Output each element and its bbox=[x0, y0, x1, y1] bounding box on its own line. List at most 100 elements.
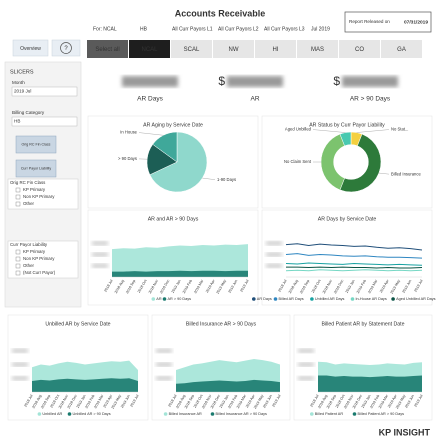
region-tab-label[interactable]: Select all bbox=[95, 47, 119, 53]
x-tick-label: 2018 Aug bbox=[31, 394, 42, 409]
x-tick-label: 2019 Jun bbox=[227, 279, 238, 294]
y-tick-blurred bbox=[266, 252, 282, 257]
kpi-label: AR bbox=[250, 96, 259, 103]
region-tab-label[interactable]: NW bbox=[229, 47, 239, 53]
month-value[interactable]: 2019 Jul bbox=[14, 89, 31, 94]
slice-label: Aged Unbilled bbox=[285, 127, 312, 132]
x-tick-label: 2018 Aug bbox=[288, 279, 299, 294]
region-tab-label[interactable]: NCAL bbox=[141, 47, 158, 53]
y-tick-blurred bbox=[266, 263, 282, 268]
region-tab-label[interactable]: CO bbox=[355, 47, 364, 53]
slicer-item[interactable]: KP Primary bbox=[23, 187, 46, 192]
y-tick-blurred bbox=[156, 376, 172, 381]
chart-title: Unbilled AR by Service Date bbox=[45, 321, 110, 327]
release-box bbox=[344, 11, 432, 33]
checkbox[interactable] bbox=[15, 201, 21, 207]
slice-label: No Claim Sent bbox=[284, 159, 312, 164]
region-tab[interactable] bbox=[171, 40, 212, 58]
x-tick-label: 2018 Dec bbox=[67, 394, 78, 409]
leader-line bbox=[202, 177, 216, 180]
overview-label[interactable]: Overview bbox=[20, 46, 41, 52]
region-tab[interactable] bbox=[381, 40, 422, 58]
x-tick-label: 2019 Jun bbox=[404, 394, 415, 409]
checkbox[interactable] bbox=[15, 256, 21, 262]
kpi-value-blurred bbox=[122, 76, 178, 87]
legend-label: Billed Insurance AR > 90 Days bbox=[216, 412, 267, 416]
legend-swatch bbox=[310, 412, 314, 416]
help-label[interactable]: ? bbox=[64, 46, 68, 52]
x-tick-label: 2019 Feb bbox=[369, 394, 380, 409]
slicer-item[interactable]: Other bbox=[23, 263, 35, 268]
chart-title: AR Aging by Service Date bbox=[143, 122, 203, 128]
x-tick-label: 2018 Nov bbox=[322, 279, 333, 294]
filter-label: For: NCAL bbox=[93, 26, 117, 32]
kpi-value-blurred bbox=[342, 76, 398, 87]
region-tab[interactable] bbox=[129, 40, 170, 58]
slicer-item[interactable]: Non KP Primary bbox=[23, 256, 55, 261]
region-tab[interactable] bbox=[339, 40, 380, 58]
slicer-label: Billing Category bbox=[12, 110, 45, 115]
legend-label: Aged Unbilled AR Days bbox=[396, 297, 436, 301]
leader-line bbox=[312, 129, 346, 133]
billing-dropdown[interactable] bbox=[11, 116, 78, 127]
y-tick-blurred bbox=[12, 362, 28, 367]
region-tab[interactable] bbox=[87, 40, 128, 58]
checkbox[interactable] bbox=[15, 263, 21, 269]
slicer-button[interactable] bbox=[15, 135, 57, 154]
slicer-item[interactable]: KP Primary bbox=[23, 249, 46, 254]
x-tick-label: 2019 Jul bbox=[413, 394, 423, 408]
legend-label: Billed Insurance AR bbox=[169, 412, 202, 416]
region-tab[interactable] bbox=[297, 40, 338, 58]
region-tab[interactable] bbox=[213, 40, 254, 58]
slicer-item[interactable]: Other bbox=[23, 201, 35, 206]
checkbox[interactable] bbox=[15, 187, 21, 193]
legend-label: Billed AR Days bbox=[279, 297, 304, 301]
checkbox[interactable] bbox=[15, 249, 21, 255]
month-dropdown[interactable] bbox=[11, 86, 78, 97]
slicer-item[interactable]: (Not Curr Payor) bbox=[23, 270, 56, 275]
slicer-button-label[interactable]: Curr Payor Liability bbox=[21, 166, 52, 170]
overview-button[interactable] bbox=[12, 39, 49, 57]
region-tab-label[interactable]: MAS bbox=[311, 47, 324, 53]
legend-swatch bbox=[37, 412, 42, 416]
x-tick-label: 2019 May bbox=[390, 279, 401, 295]
x-tick-label: 2018 Jul bbox=[309, 394, 319, 408]
region-tab[interactable] bbox=[255, 40, 296, 58]
x-tick-label: 2019 Apr bbox=[245, 393, 256, 408]
slicer-item[interactable]: Non KP Primary bbox=[23, 194, 55, 199]
legend-label: Billed Patient AR > 90 Days bbox=[358, 412, 405, 416]
legend-label: Unbilled AR > 90 Days bbox=[73, 412, 111, 416]
slicer-label: Month bbox=[12, 80, 25, 85]
kpi-prefix: $ bbox=[218, 74, 225, 88]
line bbox=[285, 243, 423, 251]
x-tick-label: 2018 Nov bbox=[58, 394, 69, 409]
legend-swatch bbox=[163, 412, 168, 416]
region-tab-label[interactable]: GA bbox=[397, 47, 406, 53]
x-tick-label: 2019 Mar bbox=[236, 393, 247, 409]
pie-slice bbox=[339, 133, 382, 193]
slicer-button[interactable] bbox=[15, 159, 57, 178]
region-tab-label[interactable]: HI bbox=[273, 47, 279, 53]
leader-line bbox=[356, 129, 390, 133]
slicer-button-label[interactable]: Orig RC Fin Class bbox=[22, 142, 51, 146]
legend-swatch bbox=[210, 412, 215, 416]
checkbox[interactable] bbox=[15, 270, 21, 276]
y-tick-blurred bbox=[298, 376, 314, 381]
legend-swatch bbox=[67, 412, 72, 416]
x-tick-label: 2019 Jul bbox=[413, 279, 423, 293]
billing-value[interactable]: HB bbox=[14, 119, 20, 124]
slicer-title: SLICERS bbox=[10, 69, 34, 75]
pie-slice bbox=[152, 131, 178, 163]
legend-swatch bbox=[273, 297, 278, 301]
x-tick-label: 2019 Feb bbox=[356, 279, 367, 294]
chart-title: AR Status by Curr Payor Liability bbox=[309, 122, 385, 128]
x-tick-label: 2019 Jun bbox=[120, 394, 131, 409]
legend-swatch bbox=[252, 297, 256, 301]
x-tick-label: 2019 Jul bbox=[129, 394, 139, 408]
x-tick-label: 2018 Jul bbox=[23, 394, 33, 408]
help-button[interactable] bbox=[51, 39, 81, 57]
x-tick-label: 2019 Jun bbox=[401, 279, 412, 294]
checkbox[interactable] bbox=[15, 194, 21, 200]
filter-label: All Curr Payors L3 bbox=[264, 26, 305, 32]
region-tab-label[interactable]: SCAL bbox=[184, 47, 200, 53]
